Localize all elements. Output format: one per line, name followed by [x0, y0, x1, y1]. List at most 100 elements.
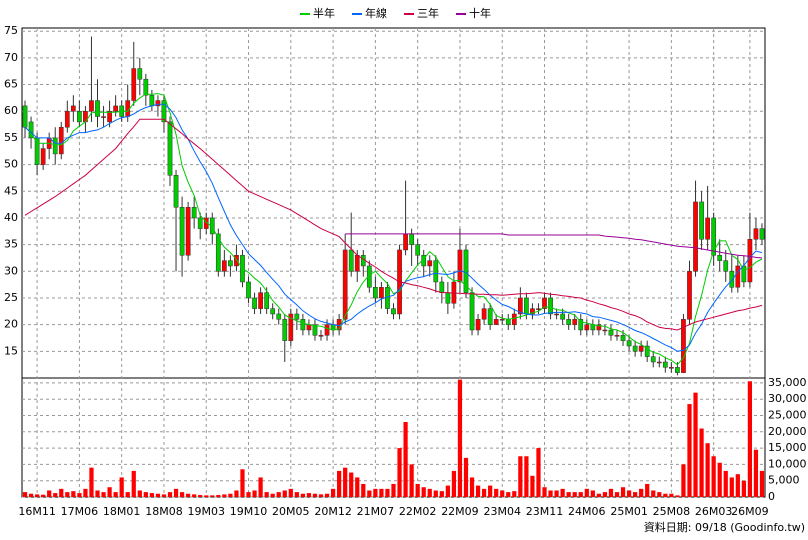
volume-bar	[270, 493, 275, 497]
footer: 資料日期: 09/18 (Goodinfo.tw)	[644, 520, 805, 534]
volume-bar	[530, 475, 535, 497]
candle-body	[234, 255, 239, 267]
x-tick-label: 19M10	[230, 505, 268, 518]
candle-body	[487, 308, 493, 325]
volume-bar	[264, 492, 269, 497]
volume-bar	[639, 488, 644, 497]
x-tick-label: 26M03	[695, 505, 733, 518]
candle-body	[644, 345, 650, 357]
y2-tick-label: 10,000	[768, 457, 807, 470]
volume-bar	[143, 492, 148, 497]
y2-tick-label: 35,000	[768, 376, 807, 389]
candle-body	[699, 201, 704, 240]
volume-bar	[445, 485, 450, 497]
y2-tick-label: 0	[768, 490, 775, 503]
candle-body	[252, 297, 257, 309]
volume-bar	[22, 492, 28, 497]
candle-body	[717, 255, 723, 261]
volume-bar	[149, 493, 154, 497]
volume-bar	[204, 495, 209, 497]
y-tick-label: 40	[4, 211, 18, 224]
volume-bar	[330, 488, 336, 497]
volume-bar	[337, 470, 342, 497]
volume-bar	[276, 492, 281, 497]
ma-line	[345, 233, 763, 259]
candle-body	[614, 335, 620, 337]
candle-body	[324, 324, 330, 336]
volume-bar	[216, 495, 221, 497]
volume-bar	[47, 490, 52, 497]
volume-bar	[439, 491, 444, 497]
candle-body	[662, 361, 668, 368]
volume-bar	[415, 483, 420, 497]
volume-bar	[222, 494, 227, 497]
candle-body	[246, 281, 251, 299]
candle-body	[590, 324, 596, 331]
volume-bar	[107, 487, 112, 497]
candle-body	[409, 233, 414, 245]
candle-body	[34, 137, 40, 165]
volume-bar	[71, 491, 76, 497]
candle-body	[439, 281, 445, 293]
volume-bar	[433, 490, 438, 497]
volume-bar	[306, 493, 312, 497]
volume-bar	[427, 488, 432, 497]
volume-bar	[651, 490, 656, 497]
candle-body	[64, 110, 70, 128]
candle-body	[433, 260, 439, 283]
y-tick-label: 60	[4, 104, 18, 117]
volume-bar	[512, 491, 517, 497]
volume-bar	[59, 488, 64, 497]
volume-bar	[228, 493, 233, 497]
x-tick-label: 23M04	[483, 505, 521, 518]
candle-body	[137, 68, 143, 80]
volume-bar	[488, 485, 493, 497]
volume-bar	[626, 490, 632, 497]
candle-body	[131, 68, 137, 101]
y-tick-label: 50	[4, 158, 18, 171]
volume-bar	[554, 490, 559, 497]
volume-bar	[663, 493, 668, 497]
candle-body	[185, 207, 191, 256]
volume-bar	[699, 428, 704, 497]
candle-body	[107, 110, 112, 123]
volume-bar	[258, 477, 263, 497]
candle-body	[632, 345, 638, 352]
candle-body	[759, 228, 765, 240]
candle-body	[366, 265, 372, 288]
candle-body	[270, 308, 276, 315]
candle-body	[101, 116, 106, 118]
volume-bar	[155, 493, 161, 497]
volume-bar	[34, 494, 40, 497]
x-tick-label: 25M08	[653, 505, 691, 518]
candle-body	[264, 292, 270, 309]
y-tick-label: 55	[4, 131, 18, 144]
volume-bar	[192, 494, 197, 497]
volume-bar	[312, 493, 318, 497]
candle-body	[626, 340, 632, 347]
candle-body	[167, 121, 173, 176]
candle-body	[711, 217, 717, 256]
candle-body	[572, 319, 578, 325]
plot-frame	[21, 27, 766, 498]
legend-label: 三年	[417, 6, 439, 20]
volume-bar	[349, 472, 354, 497]
candle-body	[566, 319, 572, 325]
x-tick-label: 26M09	[731, 505, 769, 518]
volume-bar	[252, 490, 257, 497]
x-tick-label: 23M11	[526, 505, 564, 518]
volume-bar	[288, 488, 293, 497]
volume-bar	[759, 470, 765, 497]
y-tick-label: 20	[4, 318, 18, 331]
candle-body	[77, 110, 82, 123]
volume-bar	[669, 493, 674, 497]
volume-bar	[475, 485, 481, 497]
legend-label: 年線	[365, 6, 387, 20]
candle-body	[312, 324, 318, 336]
volume-bar	[645, 483, 650, 497]
volume-bar	[421, 487, 426, 497]
volume-bar	[560, 488, 565, 497]
volume-bar	[294, 492, 299, 497]
candle-body	[650, 356, 656, 363]
candle-body	[705, 217, 710, 240]
